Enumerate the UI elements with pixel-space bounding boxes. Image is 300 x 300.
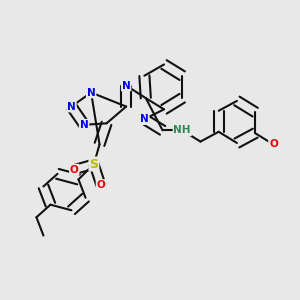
Text: N: N xyxy=(67,101,76,112)
Text: N: N xyxy=(122,80,130,91)
Text: N: N xyxy=(80,120,88,130)
Text: O: O xyxy=(269,140,278,149)
Text: NH: NH xyxy=(173,125,191,135)
Text: N: N xyxy=(87,88,95,98)
Text: S: S xyxy=(89,158,98,170)
Text: O: O xyxy=(70,165,79,175)
Text: N: N xyxy=(140,114,149,124)
Text: O: O xyxy=(97,180,105,190)
